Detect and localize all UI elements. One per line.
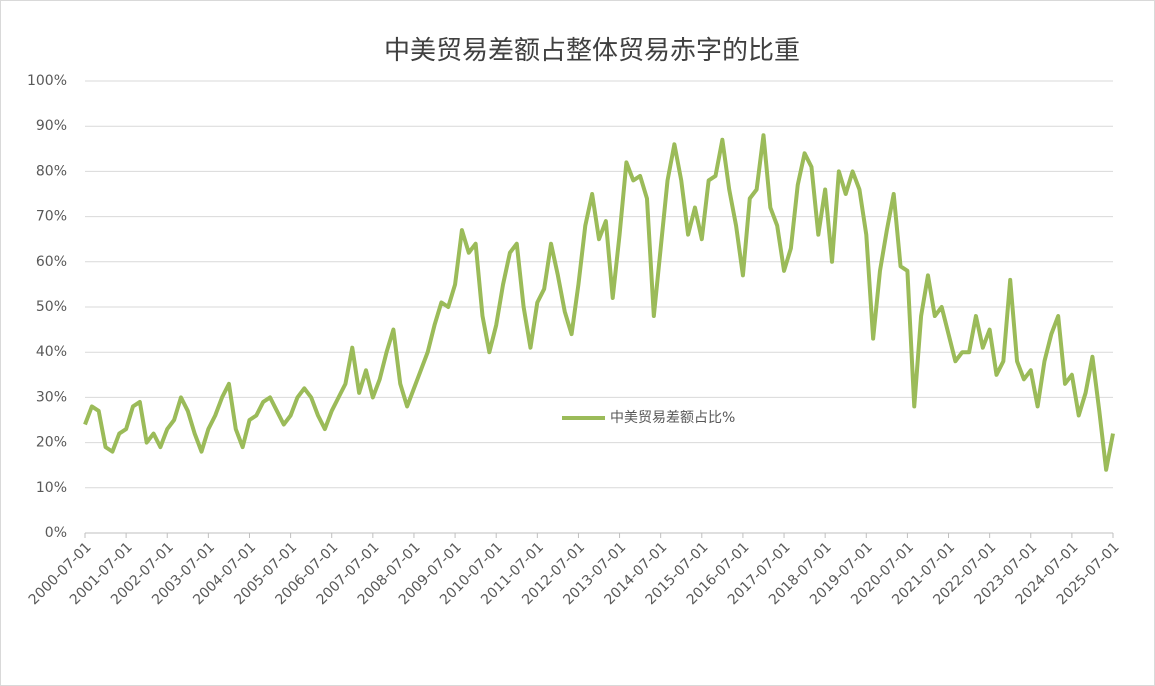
- y-tick-label: 20%: [36, 435, 67, 451]
- y-tick-label: 40%: [36, 344, 67, 360]
- y-tick-label: 80%: [36, 163, 67, 179]
- chart-title: 中美贸易差额占整体贸易赤字的比重: [384, 36, 800, 66]
- y-tick-label: 70%: [36, 209, 67, 225]
- y-tick-label: 0%: [45, 525, 67, 541]
- legend-label: 中美贸易差额占比%: [610, 410, 735, 426]
- data-line: [83, 133, 1115, 472]
- y-tick-label: 100%: [27, 73, 67, 89]
- y-tick-label: 30%: [36, 389, 67, 405]
- y-tick-label: 90%: [36, 118, 67, 134]
- y-tick-label: 10%: [36, 480, 67, 496]
- y-tick-label: 50%: [36, 299, 67, 315]
- y-tick-label: 60%: [36, 254, 67, 270]
